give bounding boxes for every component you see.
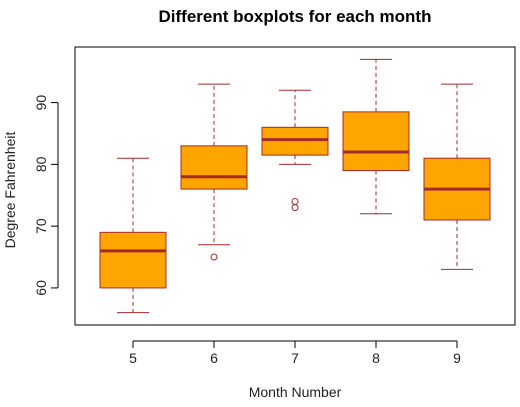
y-tick-label: 90 bbox=[33, 95, 49, 111]
box-month-8 bbox=[342, 58, 410, 215]
chart-title: Different boxplots for each month bbox=[159, 7, 432, 26]
y-tick-label: 70 bbox=[33, 218, 49, 234]
y-axis: 60 70 80 90 bbox=[33, 95, 59, 296]
boxes-group bbox=[99, 58, 491, 314]
box-month-7 bbox=[261, 89, 329, 212]
box-month-5 bbox=[99, 157, 167, 314]
x-tick-label: 5 bbox=[129, 350, 137, 366]
outlier-point bbox=[210, 253, 218, 261]
x-tick-label: 7 bbox=[291, 350, 299, 366]
y-tick-label: 80 bbox=[33, 156, 49, 172]
box-month-6 bbox=[180, 83, 248, 261]
x-tick-label: 9 bbox=[453, 350, 461, 366]
outlier-point bbox=[291, 197, 299, 205]
y-axis-label: Degree Fahrenheit bbox=[2, 132, 18, 249]
box-iqr bbox=[342, 111, 410, 172]
x-axis-label: Month Number bbox=[249, 384, 342, 400]
plot-frame bbox=[74, 46, 516, 326]
box-iqr bbox=[261, 126, 329, 156]
y-tick-label: 60 bbox=[33, 280, 49, 296]
x-tick-label: 6 bbox=[210, 350, 218, 366]
outlier-point bbox=[291, 204, 299, 212]
x-tick-label: 8 bbox=[372, 350, 380, 366]
box-iqr bbox=[180, 145, 248, 190]
x-axis: 5 6 7 8 9 bbox=[129, 340, 461, 366]
box-iqr bbox=[99, 231, 167, 289]
box-month-9 bbox=[423, 83, 491, 270]
